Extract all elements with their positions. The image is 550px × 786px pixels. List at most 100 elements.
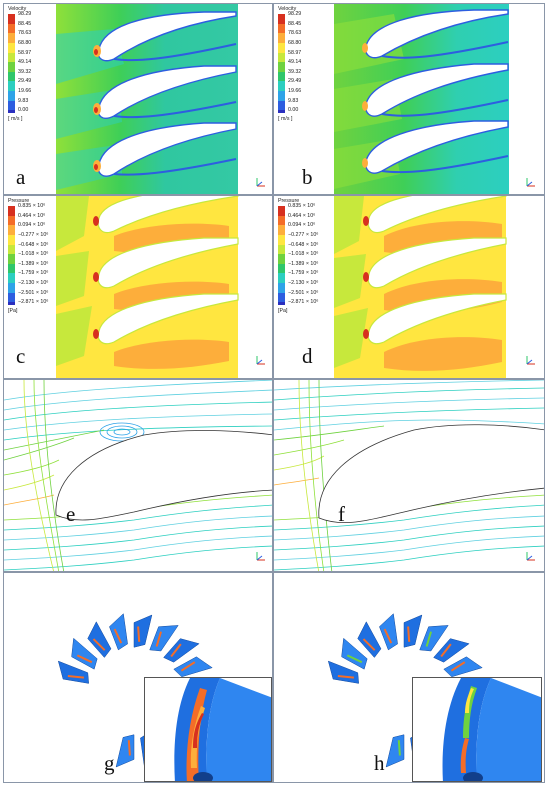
cavitation-region xyxy=(346,654,363,664)
pressure-legend-d: Pressure 0.835 × 10⁶ 0.464 × 10⁶ 0.094 ×… xyxy=(278,198,319,315)
recirculation-vortex xyxy=(99,422,145,442)
streamlines-e xyxy=(4,380,272,571)
panel-label-d: d xyxy=(302,344,313,368)
legend-value: −1.018 × 10⁶ xyxy=(288,251,319,258)
panel-label-h: h xyxy=(374,751,385,775)
airfoil-blade xyxy=(55,430,272,521)
panel-c: Pressure 0.835 × 10⁶ 0.464 × 10⁶ 0.094 ×… xyxy=(3,195,273,379)
legend-value: −1.018 × 10⁶ xyxy=(18,251,49,258)
legend-value: 0.835 × 10⁶ xyxy=(18,203,46,210)
legend-value: −1.759 × 10⁶ xyxy=(288,270,319,277)
airfoil-blades xyxy=(97,11,237,177)
legend-title: Pressure xyxy=(8,198,30,204)
velocity-contour-b xyxy=(334,4,509,194)
blade xyxy=(443,656,483,678)
legend-title: Pressure xyxy=(278,198,300,204)
legend-value: 0.835 × 10⁶ xyxy=(288,203,316,210)
cavitation-region xyxy=(450,661,466,672)
legend-value: −2.130 × 10⁶ xyxy=(288,280,319,287)
blade xyxy=(57,660,89,684)
legend-value: 98.29 xyxy=(18,11,32,18)
velocity-contour-a xyxy=(56,4,238,194)
axis-triad-icon xyxy=(256,178,265,187)
legend-value: 19.66 xyxy=(288,88,302,95)
panel-label-g: g xyxy=(104,751,115,775)
cavitation-region xyxy=(113,628,123,644)
cavitation-region xyxy=(407,626,411,642)
panel-h: h xyxy=(273,572,545,783)
legend-title: Velocity xyxy=(278,6,297,12)
axis-triad-icon xyxy=(526,552,535,561)
legend-value: 0.464 × 10⁶ xyxy=(288,212,316,219)
blade xyxy=(87,621,112,658)
blade xyxy=(403,614,423,648)
blade xyxy=(109,613,128,651)
cavitation-region xyxy=(180,661,196,672)
legend-value: 39.32 xyxy=(288,68,302,75)
legend-value: 88.45 xyxy=(18,20,32,27)
cavitation-region xyxy=(337,675,354,679)
legend-value: −2.871 × 10⁶ xyxy=(18,299,49,306)
legend-value: 58.97 xyxy=(18,49,32,56)
legend-value: −2.501 × 10⁶ xyxy=(288,289,319,296)
panel-label-f: f xyxy=(338,502,345,526)
legend-value: 29.49 xyxy=(288,78,302,85)
cavitation-region xyxy=(440,643,452,658)
axis-triad-icon xyxy=(256,552,265,561)
pressure-contour-d xyxy=(334,196,507,378)
cavitation-region xyxy=(67,675,84,679)
legend-title: Velocity xyxy=(8,6,27,12)
legend-value: −1.389 × 10⁶ xyxy=(18,260,49,267)
panel-g: g xyxy=(3,572,273,783)
legend-value: 39.32 xyxy=(18,68,32,75)
cavitation-region xyxy=(92,638,106,651)
legend-value: 49.14 xyxy=(288,59,302,66)
cavitation-region xyxy=(127,740,131,756)
blade xyxy=(115,734,135,768)
cavitation-region xyxy=(155,631,162,647)
blade xyxy=(379,613,398,651)
panel-f: f xyxy=(273,379,545,572)
blade xyxy=(327,660,359,684)
legend-value: 88.45 xyxy=(288,20,302,27)
cavitation-region xyxy=(76,654,93,664)
panel-label-a: a xyxy=(16,165,26,189)
panel-label-e: e xyxy=(66,502,76,526)
axis-triad-icon xyxy=(256,356,265,365)
legend-value: −0.277 × 10⁶ xyxy=(288,232,319,239)
legend-value: 68.80 xyxy=(288,40,302,47)
legend-value: −2.501 × 10⁶ xyxy=(18,289,49,296)
legend-value: 29.49 xyxy=(18,78,32,85)
legend-unit: [ m/s ] xyxy=(8,116,23,123)
legend-value: 78.63 xyxy=(18,30,32,37)
panel-d: Pressure 0.835 × 10⁶ 0.464 × 10⁶ 0.094 ×… xyxy=(273,195,545,379)
cavitation-region xyxy=(170,643,182,658)
blade xyxy=(357,621,382,658)
legend-value: 9.83 xyxy=(288,97,299,104)
legend-value: −2.130 × 10⁶ xyxy=(18,280,49,287)
cavitation-inset-h xyxy=(412,677,542,782)
pressure-legend-c: Pressure 0.835 × 10⁶ 0.464 × 10⁶ 0.094 ×… xyxy=(8,198,49,315)
panel-b: Velocity 98.29 88.45 78.63 68.80 58.97 4… xyxy=(273,3,545,195)
legend-value: 19.66 xyxy=(18,88,32,95)
legend-unit: [ m/s ] xyxy=(278,116,293,123)
panel-a: Velocity 98.29 88.45 78.63 68.80 58.97 4… xyxy=(3,3,273,195)
cavitation-region xyxy=(137,626,141,642)
legend-value: 9.83 xyxy=(18,97,29,104)
panel-label-c: c xyxy=(16,344,26,368)
legend-unit: [Pa] xyxy=(8,308,18,315)
legend-unit: [Pa] xyxy=(278,308,288,315)
pressure-contour-c xyxy=(56,196,239,378)
legend-value: 0.464 × 10⁶ xyxy=(18,212,46,219)
legend-value: −0.277 × 10⁶ xyxy=(18,232,49,239)
blade xyxy=(173,656,213,678)
panel-label-b: b xyxy=(302,165,313,189)
legend-value: −2.871 × 10⁶ xyxy=(288,299,319,306)
cavitation-region xyxy=(383,628,393,644)
airfoil-blade xyxy=(318,424,544,524)
legend-value: −0.648 × 10⁶ xyxy=(18,241,49,248)
cavitation-region xyxy=(397,740,401,756)
axis-triad-icon xyxy=(526,356,535,365)
cavitation-region xyxy=(362,638,376,651)
